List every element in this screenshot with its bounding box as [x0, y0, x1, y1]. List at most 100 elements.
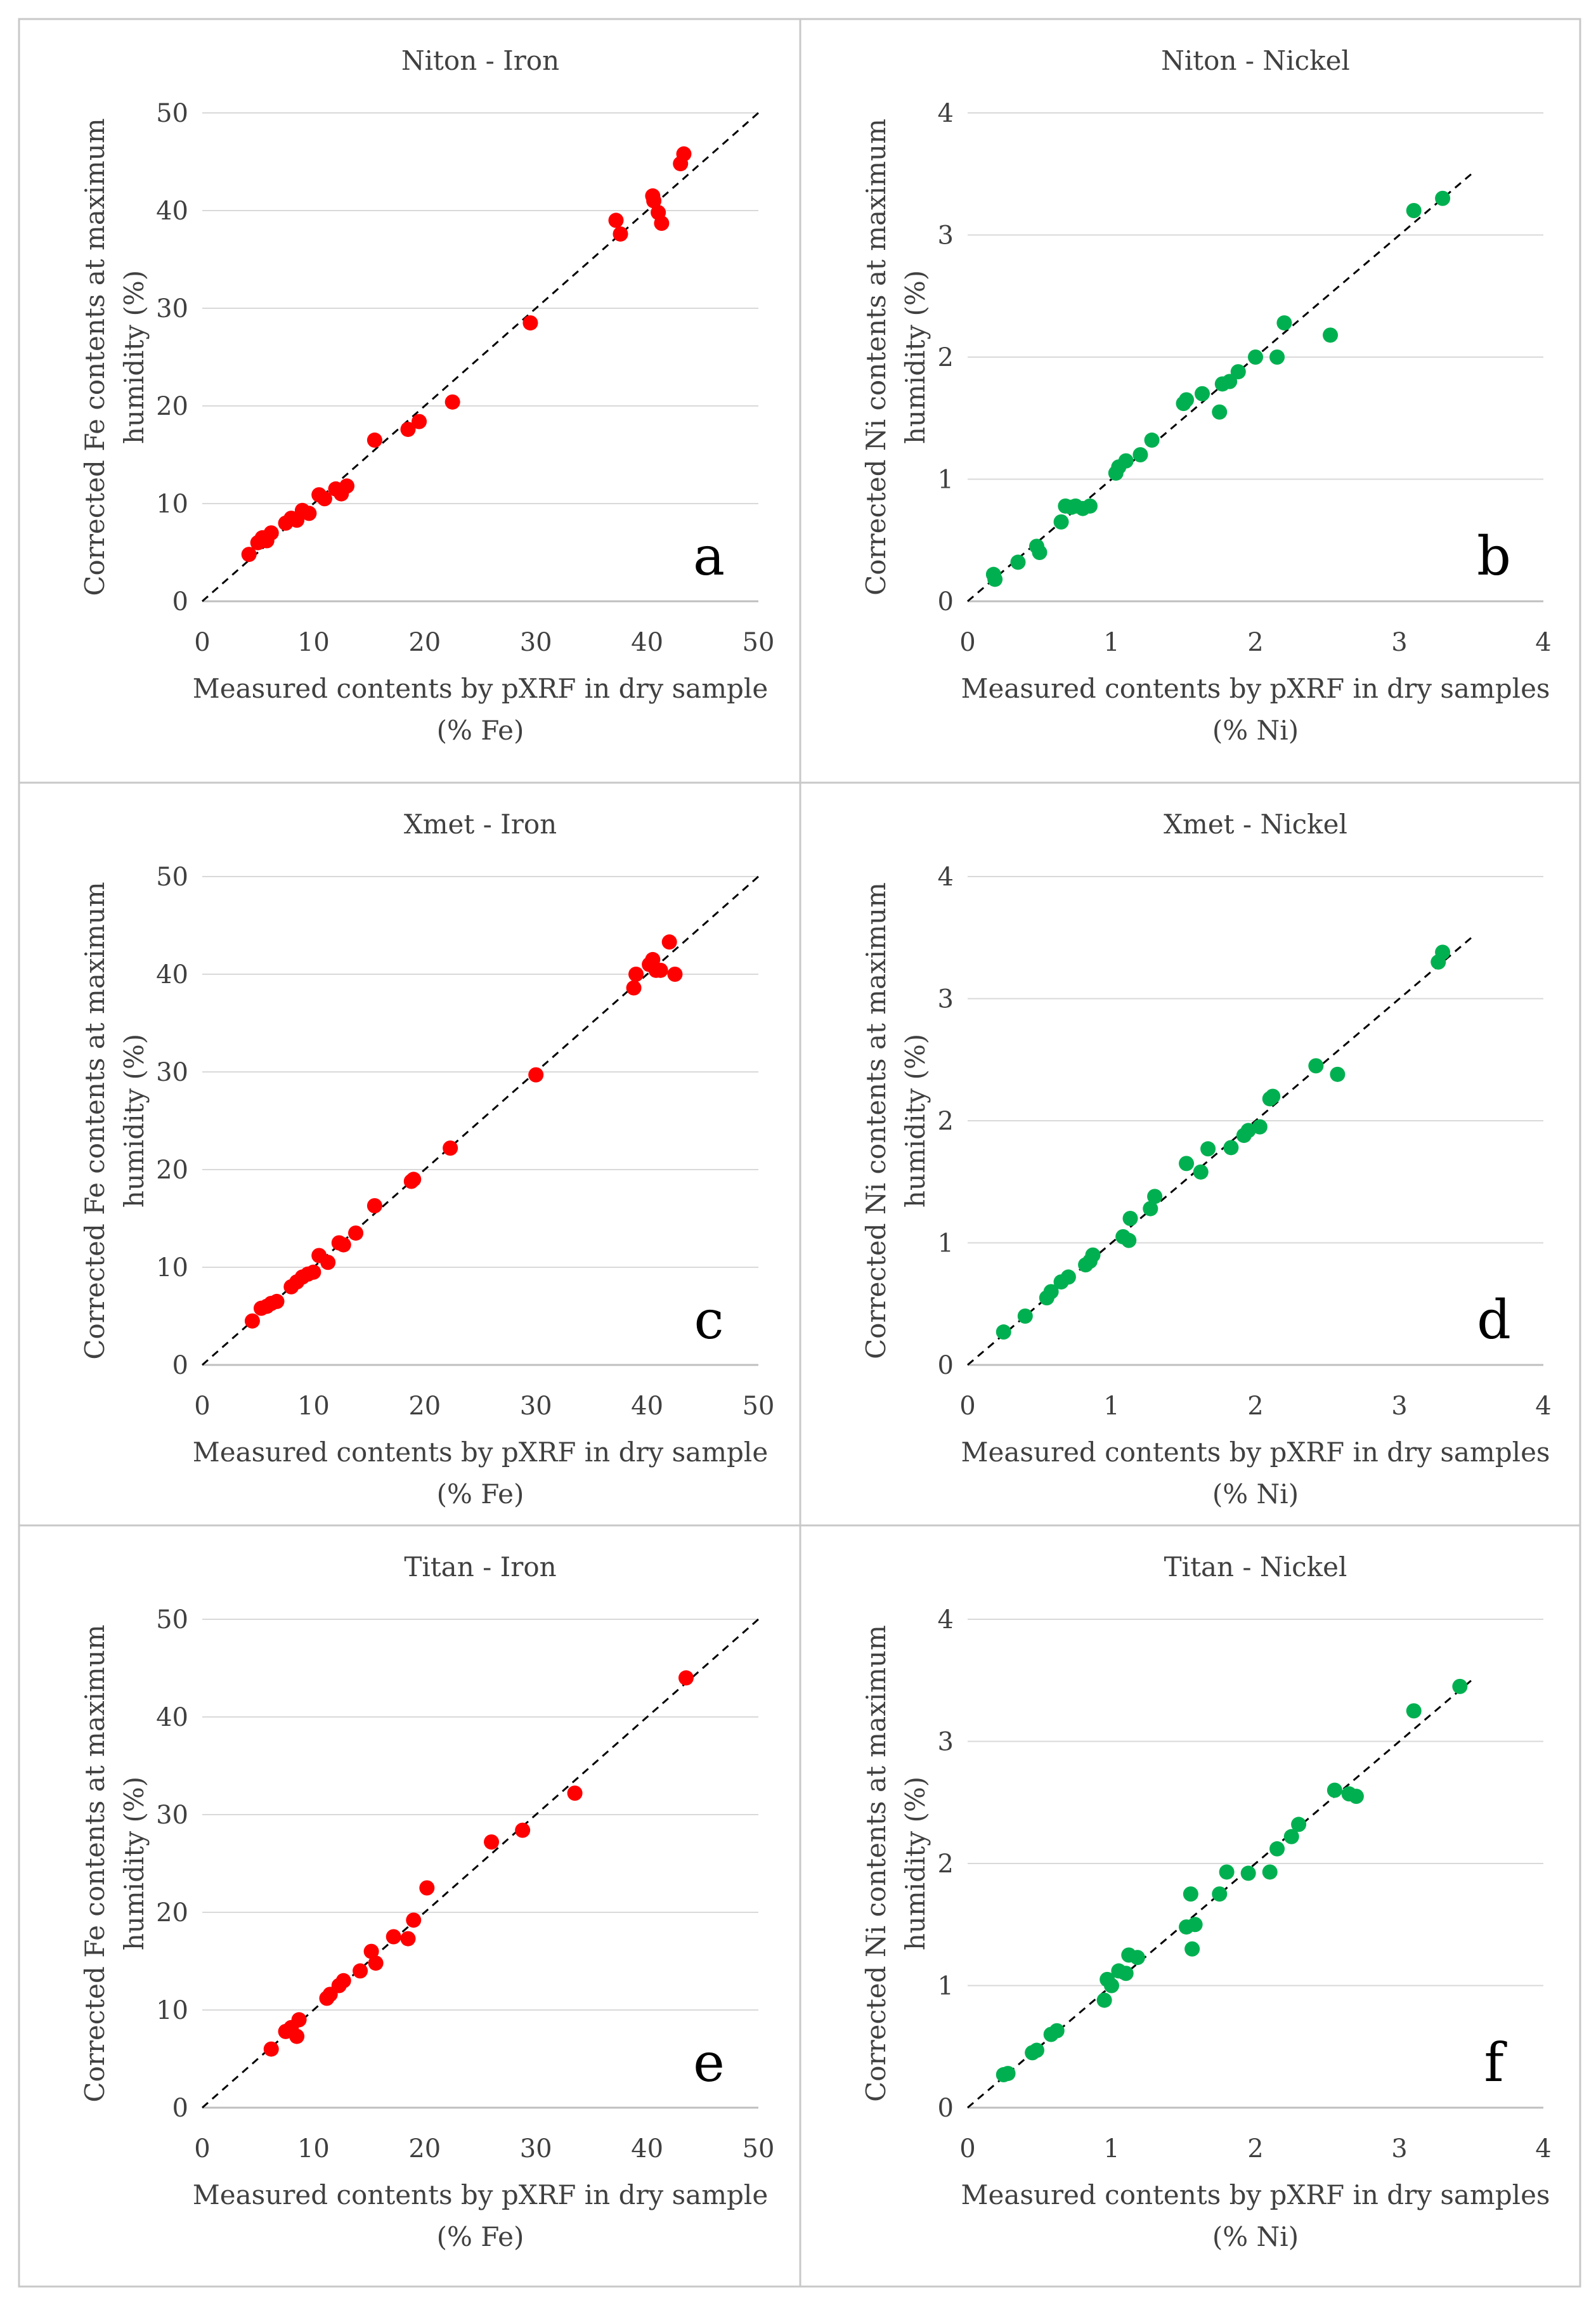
y-tick-label: 3 [938, 221, 954, 251]
y-tick-label: 1 [938, 1229, 954, 1258]
y-tick-label: 2 [938, 1107, 954, 1136]
data-point [1144, 432, 1160, 448]
data-point [1283, 1829, 1299, 1844]
data-point [608, 212, 624, 228]
y-tick-label: 0 [938, 2094, 954, 2123]
chart-title: Niton - Nickel [1161, 45, 1350, 76]
data-point [1435, 944, 1451, 960]
x-axis-unit: (% Fe) [437, 2221, 524, 2252]
chart-panel-f: Titan - Nickel 0 1 2 3 4 0 1 2 3 4 Measured content… [799, 1524, 1581, 2288]
x-tick-label: 4 [1535, 1392, 1551, 1421]
data-point [1143, 1201, 1158, 1217]
data-point [1348, 1789, 1364, 1804]
x-tick-label: 0 [959, 2134, 975, 2163]
x-tick-label: 40 [631, 1392, 663, 1421]
data-point [1010, 554, 1026, 570]
x-tick-label: 20 [408, 1392, 441, 1421]
chart-title: Niton - Iron [401, 45, 559, 76]
data-point [1240, 1865, 1256, 1881]
data-point [1252, 1119, 1268, 1135]
x-tick-label: 10 [297, 2134, 330, 2163]
data-point [241, 547, 257, 563]
y-tick-label: 0 [938, 1351, 954, 1380]
x-axis-label: Measured contents by pXRF in dry sample [193, 1437, 768, 1468]
y-tick-label: 0 [172, 587, 188, 617]
data-point [1147, 1189, 1163, 1204]
data-point [301, 506, 317, 521]
chart-panel-d: Xmet - Nickel 0 1 2 3 4 0 1 2 3 4 Measured contents… [799, 781, 1581, 1527]
x-axis-unit: (% Fe) [437, 1478, 524, 1510]
y-axis-label: Corrected Ni contents at maximum [860, 119, 892, 596]
x-axis-label: Measured contents by pXRF in dry samples [961, 2179, 1550, 2210]
data-point [367, 432, 382, 448]
data-point [1330, 1066, 1346, 1082]
y-tick-label: 30 [156, 1801, 188, 1830]
data-point [316, 491, 332, 507]
data-point [244, 1313, 260, 1329]
data-point [400, 1931, 416, 1947]
data-point [1200, 1141, 1216, 1157]
y-tick-label: 3 [938, 1728, 954, 1757]
data-point [1308, 1058, 1324, 1074]
chart-panel-c: Xmet - Iron 0 10 20 30 40 50 0 10 20 30 40 50 Measure… [18, 781, 801, 1527]
x-tick-label: 3 [1391, 1392, 1407, 1421]
data-point [667, 967, 683, 982]
data-point [1193, 1164, 1209, 1180]
data-point [291, 2012, 307, 2028]
y-tick-label: 50 [156, 1605, 188, 1635]
data-point [1276, 315, 1292, 331]
data-point [320, 1255, 336, 1270]
data-point [1129, 1950, 1145, 1966]
y-axis-label-line2: humidity (%) [900, 1034, 931, 1208]
x-tick-label: 20 [408, 628, 441, 657]
x-axis-unit: (% Ni) [1212, 2221, 1299, 2252]
x-tick-label: 30 [520, 628, 552, 657]
data-point [1000, 2066, 1016, 2082]
x-tick-label: 50 [743, 2134, 775, 2163]
data-point [1132, 447, 1148, 462]
data-point [1269, 349, 1285, 365]
x-tick-label: 10 [297, 1392, 330, 1421]
data-point [1269, 1841, 1285, 1856]
data-point [367, 1197, 382, 1213]
data-point [353, 1963, 368, 1979]
y-tick-label: 0 [938, 587, 954, 617]
y-tick-label: 2 [938, 1850, 954, 1879]
y-tick-label: 10 [156, 490, 188, 519]
data-point [1195, 386, 1210, 401]
chart-title: Xmet - Nickel [1164, 809, 1347, 840]
x-tick-label: 3 [1391, 628, 1407, 657]
x-tick-label: 50 [743, 1392, 775, 1421]
data-point [400, 421, 416, 437]
x-tick-label: 0 [194, 2134, 210, 2163]
y-axis-label-line2: humidity (%) [900, 1777, 931, 1950]
chart-panel-a: Niton - Iron 0 10 20 30 40 50 0 10 20 30 40 50 Measur… [18, 18, 801, 784]
data-point [1406, 203, 1422, 218]
data-point [1212, 1886, 1228, 1902]
data-point [1406, 1703, 1422, 1719]
y-axis-label-line2: humidity (%) [119, 270, 150, 444]
data-point [306, 1264, 321, 1280]
data-point [263, 2041, 279, 2057]
data-point [628, 967, 644, 982]
panel-letter: b [1477, 525, 1511, 587]
data-point [1121, 1232, 1137, 1248]
x-tick-label: 1 [1103, 628, 1119, 657]
data-point [1028, 2042, 1044, 2058]
data-point [646, 193, 662, 209]
x-tick-label: 1 [1103, 1392, 1119, 1421]
x-tick-label: 2 [1247, 1392, 1263, 1421]
x-axis-label: Measured contents by pXRF in dry sample [193, 673, 768, 704]
y-tick-label: 2 [938, 343, 954, 372]
y-axis-label: Corrected Ni contents at maximum [860, 882, 892, 1359]
y-axis-label: Corrected Fe contents at maximum [79, 118, 110, 596]
y-tick-label: 4 [938, 99, 954, 128]
panel-letter: c [694, 1289, 723, 1351]
data-point [444, 394, 460, 410]
data-point [1187, 1917, 1203, 1933]
y-tick-label: 1 [938, 1972, 954, 2001]
y-tick-label: 20 [156, 1898, 188, 1928]
data-point [1060, 1269, 1076, 1285]
data-point [1082, 498, 1098, 514]
data-point [1017, 1308, 1033, 1324]
